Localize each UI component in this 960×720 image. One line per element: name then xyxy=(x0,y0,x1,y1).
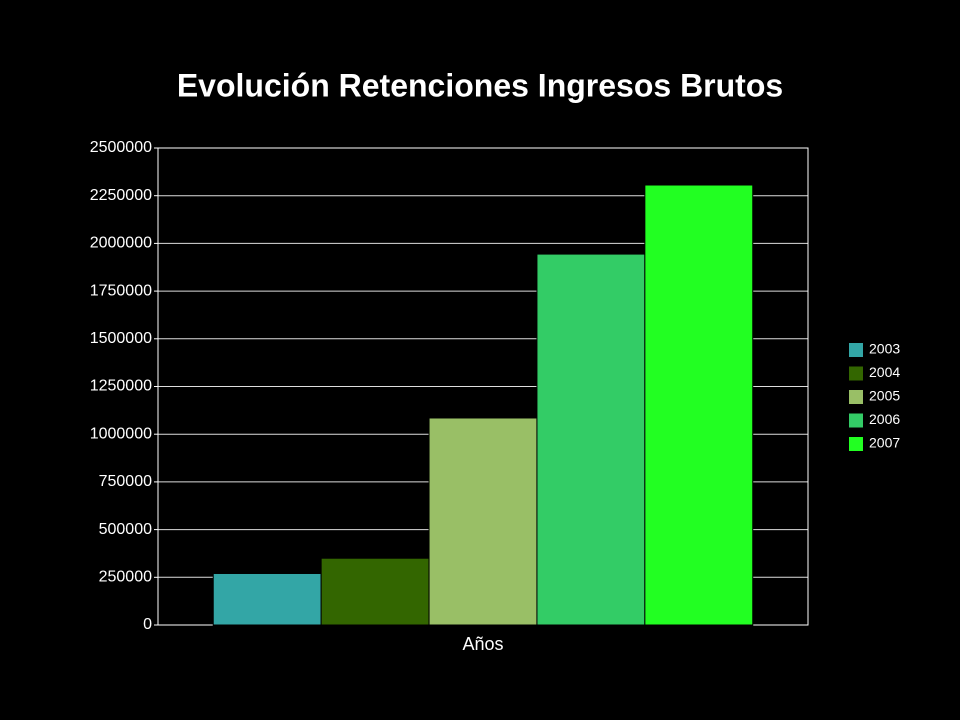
y-tick-label: 500000 xyxy=(99,521,152,538)
y-tick-label: 1500000 xyxy=(90,330,152,347)
bar xyxy=(428,417,538,626)
legend-label: 2007 xyxy=(869,435,900,451)
legend-label: 2005 xyxy=(869,388,900,404)
y-tick-label: 1250000 xyxy=(90,378,152,395)
y-tick-label: 2500000 xyxy=(90,139,152,156)
y-tick-label: 0 xyxy=(143,616,152,633)
legend-swatch xyxy=(849,413,863,428)
legend-swatch xyxy=(849,437,863,451)
legend-swatch xyxy=(849,390,863,404)
y-tick-label: 1750000 xyxy=(90,282,152,299)
bar xyxy=(644,184,754,626)
legend-label: 2004 xyxy=(869,364,900,380)
y-tick-label: 750000 xyxy=(99,473,152,490)
legend-label: 2003 xyxy=(869,341,900,357)
legend-swatch xyxy=(849,343,863,357)
bar xyxy=(212,572,322,626)
legend-swatch xyxy=(849,366,863,381)
bar xyxy=(536,253,646,626)
chart-title: Evolución Retenciones Ingresos Brutos xyxy=(177,67,783,103)
y-tick-label: 2000000 xyxy=(90,235,152,252)
y-tick-label: 1000000 xyxy=(90,425,152,442)
x-tick-label: Años xyxy=(462,634,503,654)
y-tick-label: 250000 xyxy=(99,569,152,586)
bar xyxy=(320,557,430,626)
legend-label: 2006 xyxy=(869,411,900,427)
y-tick-label: 2250000 xyxy=(90,187,152,204)
